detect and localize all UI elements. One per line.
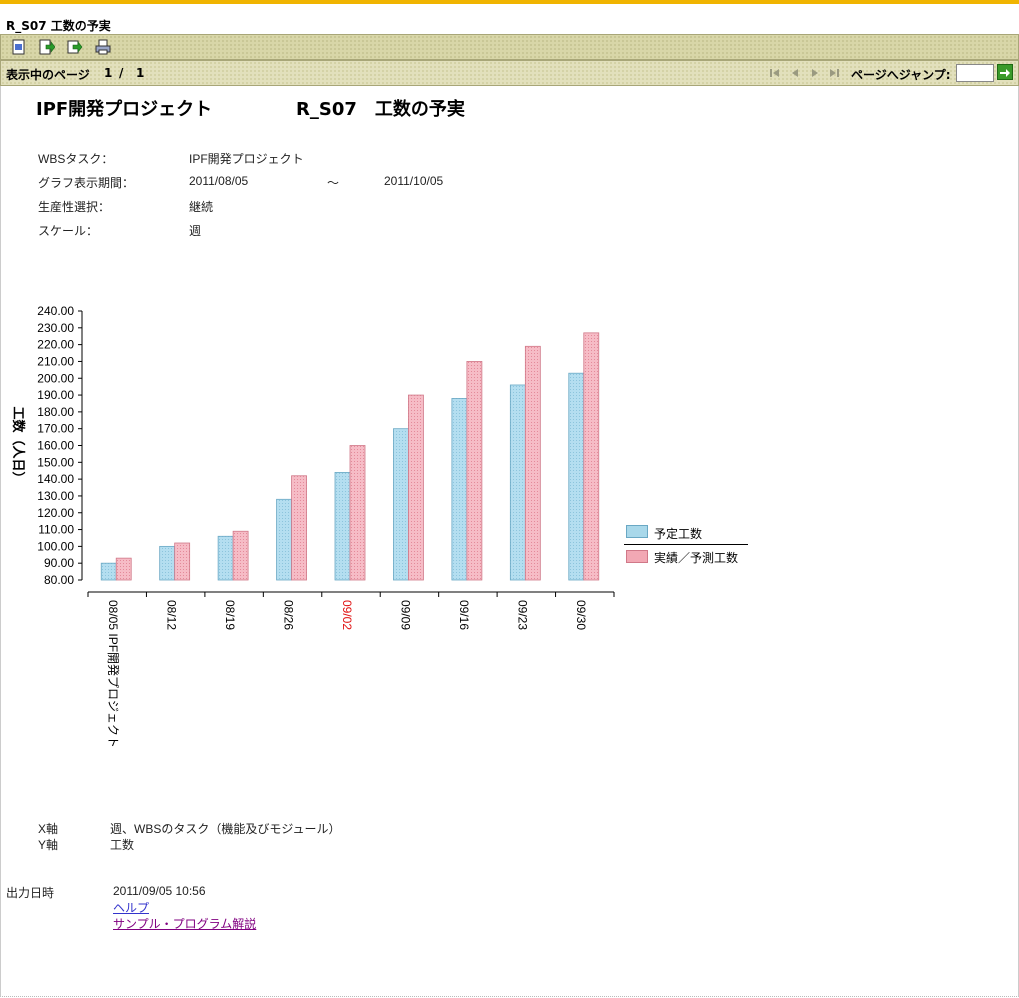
arrow-right-icon bbox=[1000, 69, 1010, 77]
page-indicator-label: 表示中のページ bbox=[6, 68, 90, 82]
y-tick-label: 100.00 bbox=[37, 539, 74, 553]
y-tick-label: 160.00 bbox=[37, 439, 74, 453]
y-tick-label: 90.00 bbox=[44, 556, 74, 570]
last-page-icon[interactable] bbox=[828, 67, 840, 79]
bar-actual bbox=[349, 445, 366, 581]
bar-actual bbox=[466, 361, 483, 581]
legend-label-planned: 予定工数 bbox=[654, 527, 703, 541]
field-label-period: グラフ表示期間： bbox=[38, 176, 135, 190]
go-button[interactable] bbox=[997, 64, 1013, 80]
bar-planned bbox=[334, 471, 351, 581]
first-page-icon[interactable] bbox=[769, 67, 781, 79]
jump-page-input[interactable] bbox=[956, 64, 994, 82]
bar-actual bbox=[408, 394, 424, 581]
field-period-tilde: 〜 bbox=[327, 176, 340, 190]
bar-planned bbox=[100, 562, 117, 581]
x-tick-label: 08/05 IPF開発プロジェクト bbox=[106, 600, 120, 748]
next-page-icon[interactable] bbox=[809, 67, 821, 79]
x-tick-label: 09/30 bbox=[574, 600, 588, 630]
legend-swatch-planned bbox=[626, 525, 648, 538]
y-tick-label: 190.00 bbox=[37, 388, 74, 402]
y-tick-label: 110.00 bbox=[38, 523, 74, 537]
x-tick-label: 08/19 bbox=[223, 600, 237, 630]
top-accent-stripe bbox=[0, 0, 1019, 4]
title-bar: R_S07 工数の予実 bbox=[0, 4, 1019, 34]
y-tick-label: 240.00 bbox=[37, 304, 74, 318]
total-pages: 1 bbox=[136, 66, 145, 80]
x-tick-label: 09/09 bbox=[398, 600, 412, 630]
y-tick-label: 180.00 bbox=[37, 405, 74, 419]
bar-planned bbox=[159, 545, 176, 581]
field-value-wbs: IPF開発プロジェクト bbox=[189, 152, 304, 166]
y-axis-note-label: Y軸 bbox=[38, 838, 59, 852]
y-tick-label: 140.00 bbox=[37, 472, 74, 486]
y-tick-label: 230.00 bbox=[37, 321, 74, 335]
output-datetime-value: 2011/09/05 10:56 bbox=[113, 884, 206, 898]
field-label-scale: スケール： bbox=[38, 224, 99, 238]
export-icon[interactable] bbox=[11, 39, 27, 55]
field-value-period-start: 2011/08/05 bbox=[189, 174, 249, 188]
x-tick-label: 09/23 bbox=[515, 600, 529, 630]
forward-icon[interactable] bbox=[67, 39, 83, 55]
legend-swatch-actual bbox=[626, 550, 648, 563]
bar-actual bbox=[232, 530, 249, 581]
field-value-scale: 週 bbox=[189, 224, 202, 238]
field-label-productivity: 生産性選択： bbox=[38, 200, 111, 214]
x-axis-note-value: 週、WBSのタスク（機能及びモジュール） bbox=[110, 822, 341, 836]
x-axis-note-label: X軸 bbox=[38, 822, 59, 836]
help-link[interactable]: ヘルプ bbox=[113, 901, 150, 915]
y-tick-label: 120.00 bbox=[37, 506, 74, 520]
bar-planned bbox=[276, 498, 292, 581]
output-datetime-label: 出力日時 bbox=[6, 886, 55, 900]
project-title: IPF開発プロジェクト bbox=[36, 99, 213, 120]
y-axis-title: 工数（人日） bbox=[11, 406, 26, 484]
page-separator: / bbox=[119, 66, 124, 80]
field-label-wbs: WBSタスク： bbox=[38, 152, 114, 166]
bar-planned bbox=[217, 535, 234, 581]
bar-actual bbox=[524, 345, 541, 581]
y-tick-label: 220.00 bbox=[37, 338, 74, 352]
x-tick-label: 08/12 bbox=[165, 600, 179, 630]
print-icon[interactable] bbox=[95, 39, 111, 55]
y-tick-label: 130.00 bbox=[37, 489, 74, 503]
y-tick-label: 80.00 bbox=[44, 573, 74, 587]
toolbar bbox=[0, 34, 1019, 60]
bar-actual bbox=[115, 557, 132, 581]
bar-actual bbox=[583, 332, 600, 581]
y-tick-label: 200.00 bbox=[37, 371, 74, 385]
window-title: R_S07 工数の予実 bbox=[6, 19, 111, 33]
y-axis-note-value: 工数 bbox=[110, 838, 135, 852]
y-tick-label: 150.00 bbox=[37, 455, 74, 469]
y-tick-label: 210.00 bbox=[37, 354, 74, 368]
current-page: 1 bbox=[104, 66, 113, 80]
legend-divider bbox=[624, 544, 748, 545]
bar-actual bbox=[291, 475, 307, 581]
field-value-period-end: 2011/10/05 bbox=[384, 174, 444, 188]
next-doc-icon[interactable] bbox=[39, 39, 55, 55]
jump-to-page-label: ページへジャンプ: bbox=[851, 68, 951, 82]
bar-planned bbox=[451, 398, 468, 581]
bar-planned bbox=[393, 428, 409, 581]
sample-program-link[interactable]: サンプル・プログラム解説 bbox=[113, 917, 257, 931]
legend-label-actual: 実績／予測工数 bbox=[654, 551, 739, 565]
y-tick-label: 170.00 bbox=[37, 422, 74, 436]
effort-bar-chart: 80.00 90.00 100.00 110.00 120.00 130.00 140.00… bbox=[11, 304, 615, 748]
report-title: R_S07 工数の予実 bbox=[296, 99, 465, 120]
x-tick-label: 09/16 bbox=[457, 600, 471, 630]
pager-bar: 表示中のページ 1 / 1 ページへジャンプ: bbox=[0, 60, 1019, 86]
bar-planned bbox=[509, 384, 526, 581]
x-tick-label: 08/26 bbox=[282, 600, 296, 630]
prev-page-icon[interactable] bbox=[789, 67, 801, 79]
bar-actual bbox=[174, 542, 191, 581]
x-tick-label: 09/02 bbox=[340, 600, 354, 630]
field-value-productivity: 継続 bbox=[189, 200, 214, 214]
bar-planned bbox=[568, 372, 585, 581]
